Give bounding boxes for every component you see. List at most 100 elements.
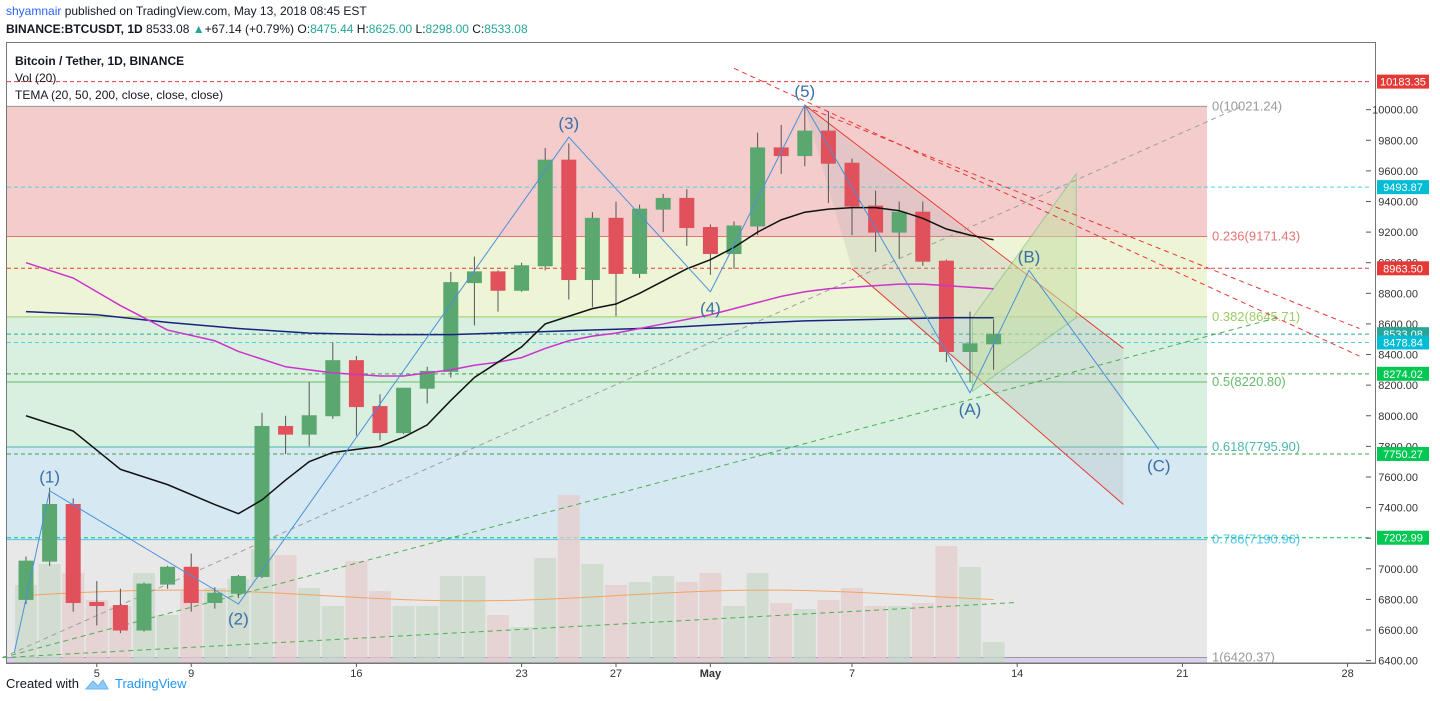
volume-bar bbox=[274, 555, 297, 663]
price-axis-label: 8400.00 bbox=[1378, 350, 1418, 362]
candle-body bbox=[655, 197, 671, 210]
candle-body bbox=[797, 130, 813, 157]
time-axis-label: 16 bbox=[350, 668, 362, 680]
candle-body bbox=[938, 260, 954, 352]
price-axis-label: 9400.00 bbox=[1378, 196, 1418, 208]
fib-label-0.5: 0.5(8220.80) bbox=[1212, 374, 1286, 389]
elliott-wave-path bbox=[13, 104, 1160, 654]
candle-body bbox=[160, 566, 176, 585]
volume-bar bbox=[699, 573, 722, 663]
resistance-line-1 bbox=[733, 67, 1360, 357]
candle-body bbox=[348, 360, 364, 408]
fib-label-0.618: 0.618(7795.90) bbox=[1212, 439, 1300, 454]
volume-bar bbox=[156, 615, 179, 663]
candle-body bbox=[65, 504, 81, 603]
candle-body bbox=[207, 592, 223, 603]
fib-diagonal-line bbox=[2, 105, 1242, 659]
volume-bar bbox=[439, 576, 462, 663]
volume-bar bbox=[864, 606, 887, 663]
volume-bar bbox=[581, 564, 604, 663]
volume-bar bbox=[487, 615, 509, 663]
volume-bar bbox=[463, 576, 486, 663]
price-axis-bg bbox=[1370, 43, 1375, 663]
time-axis-label: 28 bbox=[1341, 668, 1353, 680]
high-label: H: bbox=[356, 22, 369, 36]
volume-bar bbox=[85, 600, 108, 663]
candle-body bbox=[42, 504, 58, 562]
tradingview-logo-icon bbox=[84, 678, 109, 689]
volume-bar bbox=[203, 588, 226, 663]
price-tag-7202.99 bbox=[1377, 530, 1429, 545]
candle-body bbox=[584, 217, 600, 281]
candle-body bbox=[136, 583, 152, 631]
candle-body bbox=[466, 271, 482, 284]
volume-bar bbox=[345, 561, 368, 663]
volume-bar bbox=[770, 603, 793, 663]
volume-bar bbox=[369, 591, 391, 663]
tradingview-link[interactable]: TradingView bbox=[114, 676, 187, 691]
candle-body bbox=[915, 211, 931, 262]
price-axis-label: 10000.00 bbox=[1372, 105, 1418, 117]
candle-body bbox=[844, 162, 860, 207]
time-axis-label: 5 bbox=[94, 668, 100, 680]
volume-bar bbox=[15, 585, 37, 663]
close-label: C: bbox=[472, 22, 485, 36]
price-axis-label: 7400.00 bbox=[1378, 503, 1418, 515]
volume-bar bbox=[982, 642, 1005, 663]
price-tag-10183.35 bbox=[1377, 74, 1429, 89]
price-tag-9493.87 bbox=[1377, 180, 1429, 195]
wave-label: (5) bbox=[794, 82, 815, 101]
candle-body bbox=[632, 208, 648, 274]
candle-body bbox=[443, 282, 459, 372]
price-tag-text: 7202.99 bbox=[1383, 533, 1423, 545]
volume-bar bbox=[227, 579, 250, 663]
volume-bar bbox=[298, 588, 321, 663]
price-axis-label: 9600.00 bbox=[1378, 166, 1418, 178]
candle-body bbox=[230, 575, 246, 594]
volume-bar bbox=[746, 573, 769, 663]
high-value: 8625.00 bbox=[368, 22, 413, 36]
candle-body bbox=[679, 197, 695, 229]
tema-50-line bbox=[25, 261, 994, 377]
candle-body bbox=[490, 271, 506, 291]
price-axis-label: 9800.00 bbox=[1378, 135, 1418, 147]
candle-body bbox=[112, 605, 128, 631]
price-axis-label: 7600.00 bbox=[1378, 472, 1418, 484]
fib-label-1: 1(6420.37) bbox=[1212, 650, 1275, 665]
candle-body bbox=[726, 225, 742, 255]
wave-label: (B) bbox=[1018, 247, 1041, 266]
candle-body bbox=[537, 159, 553, 267]
volume-bar bbox=[251, 549, 273, 663]
time-axis-label: 14 bbox=[1011, 668, 1023, 680]
wave-label: (4) bbox=[700, 299, 721, 318]
fib-zone-0.5-0.618 bbox=[7, 381, 1207, 447]
created-with-text: Created with bbox=[6, 676, 79, 691]
publish-info: shyamnair published on TradingView.com, … bbox=[6, 4, 367, 18]
price-tag-8963.50 bbox=[1377, 261, 1429, 276]
fib-label-0.382: 0.382(8645.71) bbox=[1212, 309, 1300, 324]
volume-bar bbox=[841, 588, 863, 663]
volume-bar bbox=[888, 606, 911, 663]
volume-bar bbox=[557, 495, 580, 663]
candle-body bbox=[396, 387, 412, 434]
candle-body bbox=[325, 360, 341, 417]
symbol-ohlc-row: BINANCE:BTCUSDT, 1D 8533.08 ▲+67.14 (+0.… bbox=[6, 22, 528, 36]
author-link[interactable]: shyamnair bbox=[6, 4, 62, 18]
wave-label: (2) bbox=[228, 609, 249, 628]
volume-bar bbox=[652, 576, 675, 663]
fib-label-0.786: 0.786(7190.96) bbox=[1212, 532, 1300, 547]
candle-body bbox=[18, 560, 34, 600]
price-tag-text: 9493.87 bbox=[1383, 182, 1423, 194]
tema-200-line bbox=[25, 310, 994, 336]
change-arrow-icon: ▲ bbox=[192, 22, 205, 36]
wave-label: (1) bbox=[39, 468, 60, 487]
price-axis-label: 9200.00 bbox=[1378, 227, 1418, 239]
price-tag-8478.84 bbox=[1377, 335, 1429, 350]
resistance-line-2 bbox=[804, 106, 1360, 329]
candle-body bbox=[301, 415, 317, 435]
candle-body bbox=[608, 217, 624, 274]
legend-tema: TEMA (20, 50, 200, close, close, close) bbox=[15, 88, 224, 102]
price-tag-8274.02 bbox=[1377, 366, 1429, 381]
candle-body bbox=[561, 159, 577, 281]
